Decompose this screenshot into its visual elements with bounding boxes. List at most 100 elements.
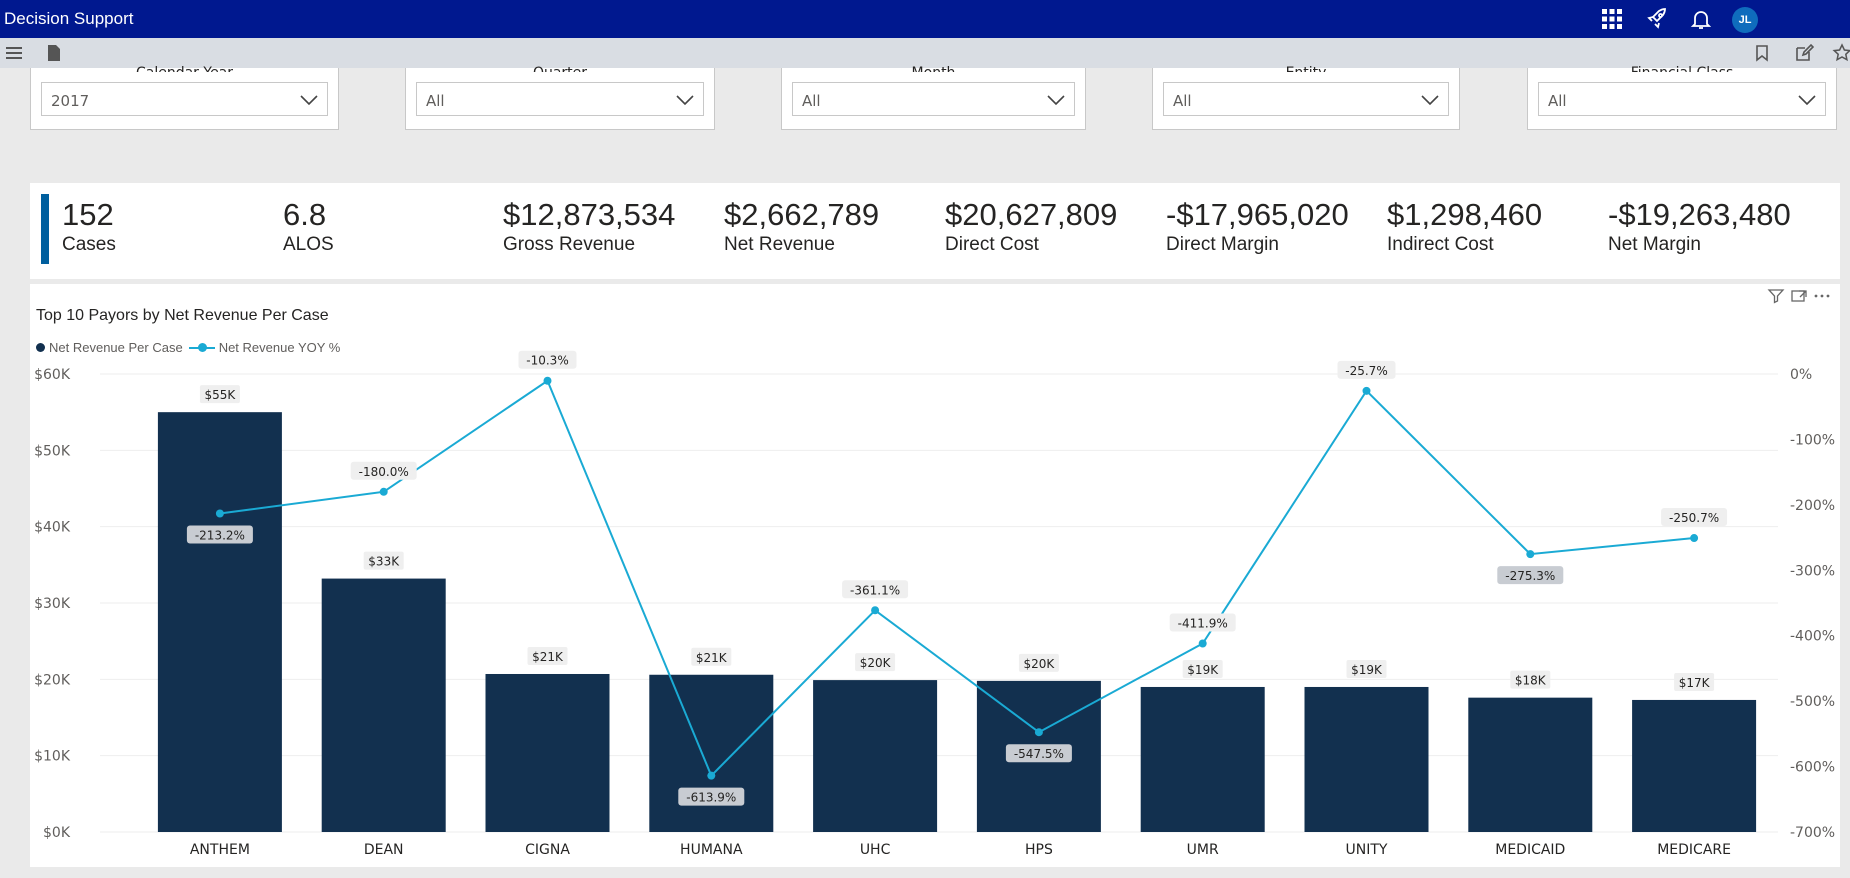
app-header: Decision Support JL — [0, 0, 1850, 38]
more-icon[interactable] — [1813, 288, 1831, 304]
bar — [157, 412, 282, 832]
line-data-label: -180.0% — [359, 465, 409, 479]
bar — [1632, 699, 1757, 832]
line-point — [1362, 386, 1371, 395]
page-icon[interactable] — [44, 43, 64, 63]
kpi-label: Cases — [62, 234, 116, 255]
filter-label: Financial Class — [1528, 60, 1836, 72]
expand-icon[interactable] — [1790, 288, 1808, 304]
y-left-tick-label: $20K — [34, 672, 71, 688]
line-data-label-bg — [186, 525, 253, 544]
y-left-tick-label: $40K — [34, 520, 71, 536]
legend-label-bar: Net Revenue Per Case — [49, 340, 183, 355]
entity-dropdown[interactable]: All — [1163, 82, 1449, 116]
bar — [813, 680, 938, 832]
report-toolbar — [0, 38, 1850, 68]
month-dropdown[interactable]: All — [792, 82, 1075, 116]
grid-icon[interactable] — [1600, 7, 1624, 31]
rocket-icon[interactable] — [1645, 7, 1669, 31]
bar-data-label: $18K — [1515, 674, 1547, 688]
x-tick-label: MEDICAID — [1495, 842, 1565, 858]
line-point — [379, 487, 388, 496]
line-data-label: -10.3% — [526, 354, 568, 368]
filter-calendar-year: Calendar Year 2017 — [30, 65, 339, 130]
bar — [649, 674, 774, 832]
line-data-label-bg — [842, 580, 909, 599]
bar-data-label-bg — [691, 647, 732, 666]
bar-data-label: $17K — [1679, 676, 1711, 690]
bar-data-label: $21K — [532, 650, 564, 664]
kpi-net-revenue: $2,662,789 Net Revenue — [724, 197, 879, 256]
kpi-indirect-cost: $1,298,460 Indirect Cost — [1387, 197, 1542, 256]
line-data-label: -213.2% — [195, 528, 245, 542]
line-point — [543, 376, 552, 385]
kpi-label: Indirect Cost — [1387, 234, 1494, 255]
calendar-year-dropdown[interactable]: 2017 — [41, 82, 328, 116]
y-right-tick-label: -100% — [1790, 432, 1835, 448]
bar-data-label: $21K — [696, 651, 728, 665]
financial-class-dropdown[interactable]: All — [1538, 82, 1826, 116]
bar-data-label: $20K — [860, 656, 892, 670]
line-data-label: -250.7% — [1669, 511, 1719, 525]
kpi-value: $20,627,809 — [945, 197, 1118, 232]
line-point — [707, 771, 716, 780]
line-point — [1034, 728, 1043, 737]
filter-quarter: Quarter All — [405, 65, 715, 130]
y-right-tick-label: -700% — [1790, 825, 1835, 841]
line-data-label: -25.7% — [1345, 364, 1387, 378]
y-right-tick-label: -200% — [1790, 498, 1835, 514]
kpi-accent-bar — [41, 194, 49, 264]
x-tick-label: UHC — [860, 842, 891, 858]
kpi-value: $1,298,460 — [1387, 197, 1543, 232]
bar — [1468, 697, 1593, 832]
legend-swatch-line — [188, 342, 215, 353]
line-data-label-bg — [1005, 744, 1072, 763]
x-tick-label: UNITY — [1346, 842, 1388, 858]
line-point — [1198, 639, 1207, 648]
line-data-label-bg — [1661, 508, 1728, 527]
x-tick-label: DEAN — [364, 842, 404, 858]
bar-data-label-bg — [1018, 653, 1059, 672]
filter-icon[interactable] — [1767, 288, 1785, 304]
y-right-tick-label: -300% — [1790, 563, 1835, 579]
quarter-dropdown[interactable]: All — [416, 82, 704, 116]
user-avatar[interactable]: JL — [1732, 7, 1758, 33]
filter-financial-class: Financial Class All — [1527, 65, 1837, 130]
x-tick-label: MEDICARE — [1657, 842, 1731, 858]
bar-data-label: $20K — [1024, 657, 1056, 671]
x-tick-label: ANTHEM — [190, 842, 250, 858]
y-left-tick-label: $60K — [34, 367, 71, 383]
kpi-card: 152 Cases 6.8 ALOS $12,873,534 Gross Rev… — [30, 183, 1840, 279]
filter-label: Month — [782, 60, 1085, 72]
y-right-tick-label: -400% — [1790, 629, 1835, 645]
payor-chart-card: Top 10 Payors by Net Revenue Per Case Ne… — [30, 284, 1840, 867]
chevron-down-icon — [1797, 92, 1817, 106]
bell-icon[interactable] — [1689, 7, 1713, 31]
bookmark-icon[interactable] — [1752, 43, 1772, 63]
line-data-label: -411.9% — [1178, 617, 1228, 631]
bar-data-label-bg — [855, 653, 896, 672]
bar — [321, 578, 446, 832]
bar-data-label-bg — [363, 551, 404, 570]
x-tick-label: UMR — [1187, 842, 1219, 858]
filter-label: Entity — [1153, 60, 1459, 72]
y-right-tick-label: 0% — [1790, 367, 1812, 383]
hamburger-icon[interactable] — [4, 43, 24, 63]
kpi-direct-margin: -$17,965,020 Direct Margin — [1166, 197, 1349, 256]
filter-month: Month All — [781, 65, 1086, 130]
chevron-down-icon — [299, 92, 319, 106]
bar — [485, 673, 610, 832]
line-data-label-bg — [518, 350, 577, 369]
y-left-tick-label: $30K — [34, 596, 71, 612]
edit-icon[interactable] — [1794, 43, 1815, 63]
chevron-down-icon — [1420, 92, 1440, 106]
kpi-direct-cost: $20,627,809 Direct Cost — [945, 197, 1117, 256]
y-right-tick-label: -500% — [1790, 694, 1835, 710]
bar — [1140, 686, 1265, 832]
kpi-label: ALOS — [283, 234, 334, 255]
kpi-value: 152 — [62, 197, 114, 232]
dropdown-value: 2017 — [51, 92, 90, 110]
kpi-label: Direct Margin — [1166, 234, 1279, 255]
kpi-value: $12,873,534 — [503, 197, 676, 232]
star-icon[interactable] — [1832, 43, 1850, 63]
